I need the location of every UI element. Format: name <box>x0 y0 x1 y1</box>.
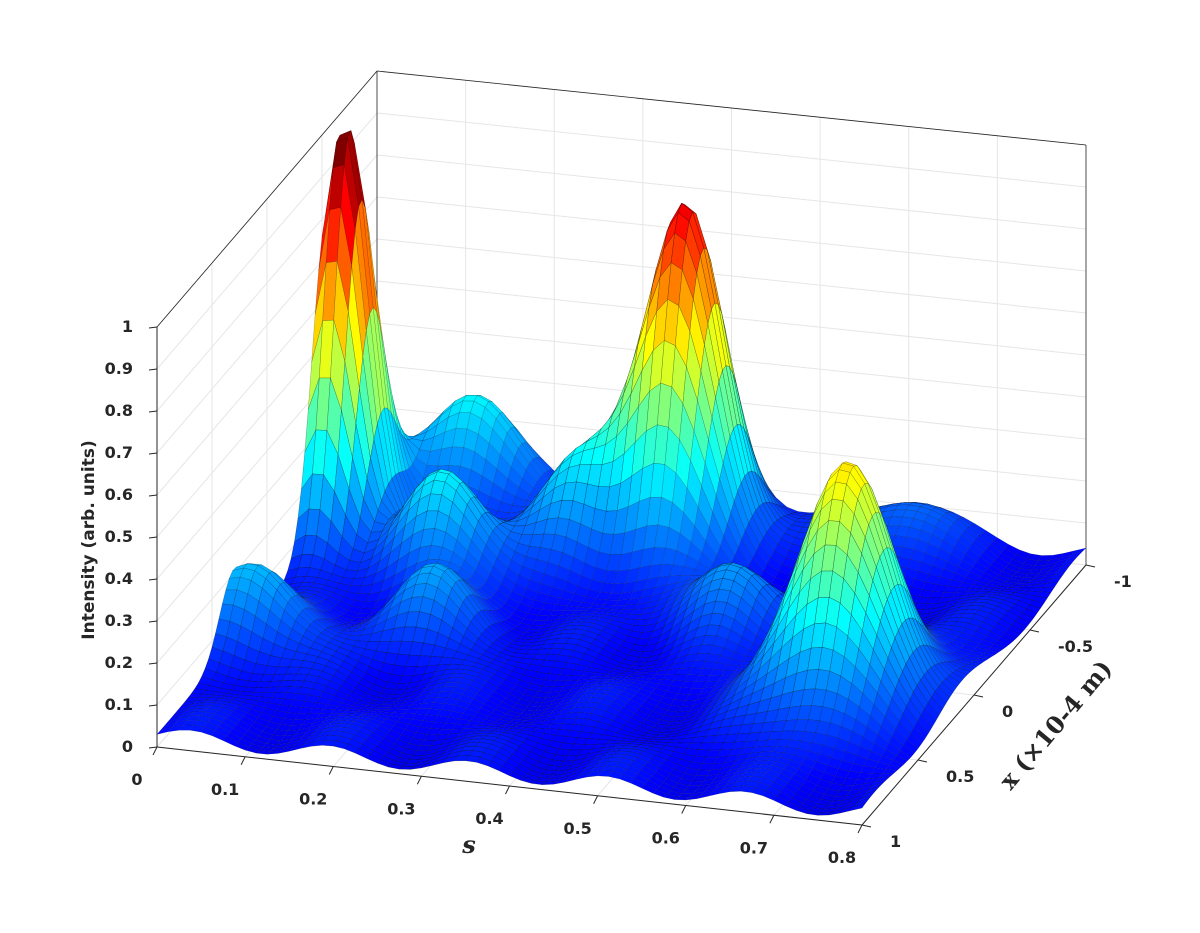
x-axis-label: s <box>461 830 476 859</box>
x-tick-label: 0 <box>1002 702 1013 721</box>
z-tick-mark <box>148 326 158 329</box>
y-axis-label: x (×10-4 m) <box>993 654 1118 795</box>
s-tick-label: 0.4 <box>475 809 503 828</box>
s-tick-label: 0.1 <box>211 780 239 799</box>
s-tick-label: 0 <box>131 770 142 789</box>
z-tick-label: 0.9 <box>105 359 133 378</box>
x-tick-label: 0.5 <box>946 767 974 786</box>
s-tick-mark <box>681 805 687 814</box>
surface-layer <box>156 129 1087 816</box>
x-tick-mark <box>973 694 984 698</box>
s-tick-label: 0.5 <box>563 819 591 838</box>
x-tick-label: -1 <box>1114 572 1132 591</box>
box-edge <box>156 70 378 328</box>
x-tick-label: 1 <box>890 832 901 851</box>
s-tick-label: 0.3 <box>387 799 415 818</box>
x-tick-mark <box>1085 564 1096 568</box>
s-tick-mark <box>416 776 422 785</box>
z-tick-mark <box>148 704 158 707</box>
z-tick-mark <box>148 746 158 749</box>
box-edge <box>376 70 1087 146</box>
s-tick-mark <box>152 746 158 756</box>
s-tick-mark <box>769 815 775 824</box>
s-tick-mark <box>328 766 334 775</box>
s-tick-label: 0.7 <box>740 838 768 857</box>
z-tick-label: 0.5 <box>105 527 133 546</box>
x-tick-label: -0.5 <box>1058 637 1093 656</box>
z-tick-label: 0.6 <box>105 485 133 504</box>
s-tick-mark <box>240 756 246 765</box>
z-tick-label: 0.4 <box>105 569 133 588</box>
x-tick-mark <box>1029 629 1040 633</box>
s-tick-mark <box>593 795 599 804</box>
z-tick-mark <box>148 452 158 455</box>
z-tick-label: 0.1 <box>105 695 133 714</box>
x-tick-mark <box>861 824 872 828</box>
z-tick-label: 1 <box>122 317 133 336</box>
z-tick-mark <box>148 536 158 539</box>
z-tick-label: 0.3 <box>105 611 133 630</box>
z-axis-label: Intensity (arb. units) <box>79 440 99 639</box>
z-tick-mark <box>148 578 158 581</box>
s-tick-mark <box>505 785 510 795</box>
z-tick-label: 0 <box>122 737 133 756</box>
z-tick-label: 0.2 <box>105 653 133 672</box>
s-tick-label: 0.6 <box>652 829 680 848</box>
z-tick-mark <box>148 368 158 371</box>
z-tick-label: 0.7 <box>105 443 133 462</box>
s-tick-label: 0.8 <box>828 848 856 867</box>
z-tick-label: 0.8 <box>105 401 133 420</box>
z-tick-mark <box>148 494 158 497</box>
x-tick-mark <box>917 759 928 763</box>
z-tick-mark <box>148 620 158 623</box>
z-tick-mark <box>148 662 158 665</box>
s-tick-mark <box>857 824 863 834</box>
s-tick-label: 0.2 <box>299 790 327 809</box>
z-tick-mark <box>148 410 158 413</box>
